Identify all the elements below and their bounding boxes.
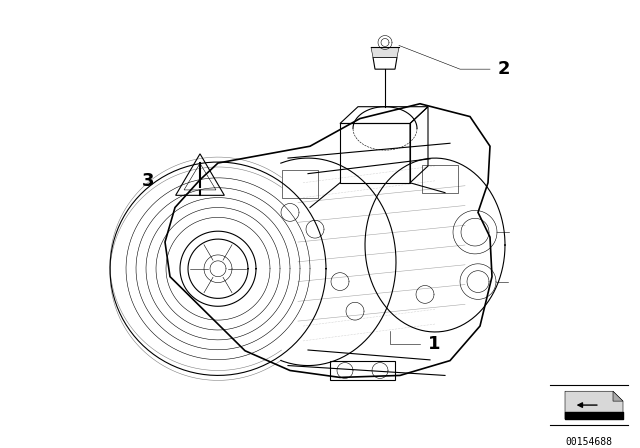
Polygon shape — [613, 391, 623, 401]
Polygon shape — [371, 47, 399, 57]
Text: 2: 2 — [498, 60, 511, 78]
Text: 3: 3 — [141, 172, 154, 190]
Polygon shape — [565, 391, 623, 419]
Text: 1: 1 — [428, 335, 440, 353]
Text: 00154688: 00154688 — [566, 437, 612, 447]
